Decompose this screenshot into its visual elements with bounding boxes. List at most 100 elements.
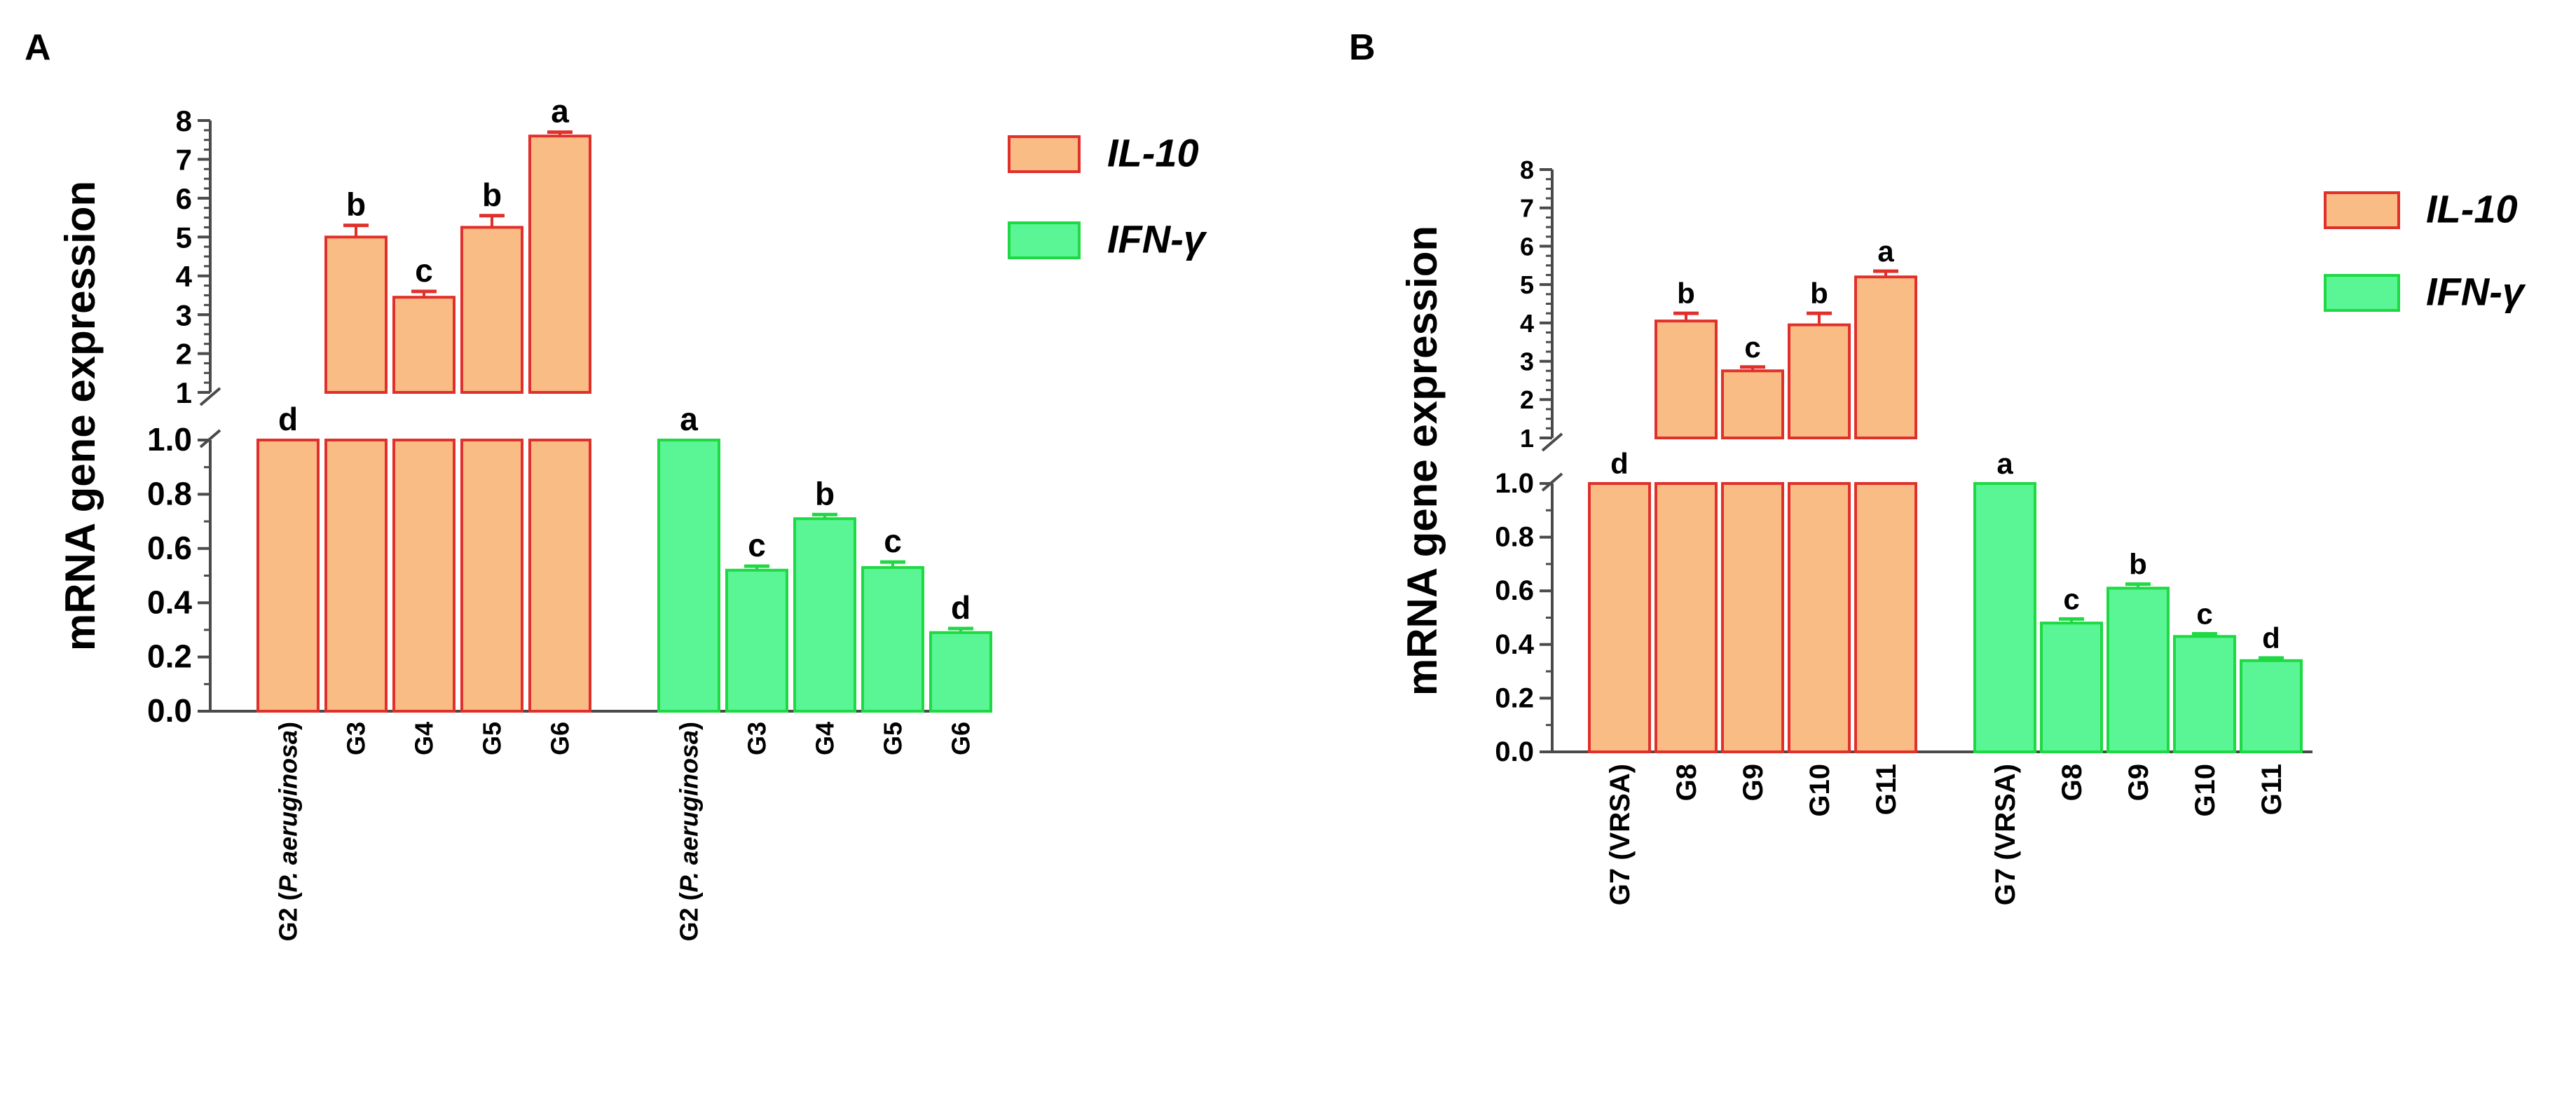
axis-break-mark: [1541, 432, 1563, 452]
y-tick-label-lower: 0.6: [1495, 575, 1534, 606]
y-tick-label-lower: 0.0: [147, 692, 192, 729]
significance-letter: c: [415, 252, 433, 289]
y-tick-label-upper: 3: [1520, 348, 1534, 376]
il10-bar-upper: [392, 296, 455, 394]
y-tick-label-lower: 0.4: [147, 584, 192, 620]
x-category-label: G8: [1671, 764, 1702, 801]
x-category-label: G3: [342, 722, 371, 755]
ifng-bar: [2040, 622, 2103, 753]
x-category-label: G11: [2256, 764, 2287, 815]
y-tick-label-lower: 1.0: [147, 421, 192, 458]
axis-break-gap: [460, 394, 524, 439]
il10-bar-upper: [324, 235, 388, 394]
il10-bar-upper: [1721, 369, 1784, 439]
y-tick-label-upper: 5: [1520, 270, 1534, 299]
ifng-bar: [2106, 586, 2170, 753]
panel-label: A: [25, 27, 51, 68]
significance-letter: a: [1877, 235, 1894, 268]
significance-letter: c: [2063, 582, 2079, 615]
significance-letter: d: [278, 401, 298, 437]
x-category-label: G9: [2123, 764, 2154, 801]
significance-letter: b: [2129, 548, 2147, 581]
legend-label-il10: IL-10: [2426, 187, 2518, 231]
x-category-label: G8: [2057, 764, 2088, 801]
x-category-label: G10: [2190, 764, 2221, 817]
significance-letter: c: [2196, 597, 2212, 630]
il10-bar-lower: [392, 439, 455, 713]
legend-label-il10: IL-10: [1107, 131, 1199, 175]
il10-bar-lower: [1854, 482, 1917, 753]
x-category-label: G7 (VRSA): [1605, 764, 1636, 905]
y-tick-label-lower: 0.0: [1495, 736, 1534, 767]
panel-label: B: [1349, 27, 1376, 68]
y-tick-label-upper: 5: [176, 221, 192, 254]
il10-bar-lower: [1654, 482, 1718, 753]
axis-break-gap: [1854, 439, 1918, 482]
axis-break-mark: [199, 387, 221, 406]
ifng-bar: [657, 439, 720, 713]
ifng-bar: [793, 517, 856, 713]
il10-bar-upper: [528, 135, 591, 394]
y-tick-label-lower: 0.2: [147, 638, 192, 675]
axis-break-gap: [324, 394, 388, 439]
x-category-label: G2 (P. aeruginosa): [675, 722, 704, 941]
significance-letter: b: [1677, 277, 1695, 310]
y-tick-label-lower: 1.0: [1495, 468, 1534, 499]
y-tick-label-upper: 1: [1520, 424, 1534, 453]
ifng-bar: [2240, 659, 2303, 754]
il10-bar-upper: [1854, 275, 1917, 440]
x-category-label: G6: [947, 722, 975, 755]
y-tick-label-lower: 0.4: [1495, 629, 1534, 660]
y-tick-label-lower: 0.8: [1495, 522, 1534, 553]
il10-bar-lower: [324, 439, 388, 713]
x-category-label: G2 (P. aeruginosa): [274, 722, 303, 941]
axis-break-gap: [392, 394, 456, 439]
y-tick-label-upper: 8: [176, 104, 192, 137]
ifng-bar: [861, 565, 924, 713]
il10-bar: [256, 439, 320, 713]
il10-bar-lower: [1788, 482, 1851, 753]
legend-label-ifng: IFN-γ: [1107, 217, 1207, 261]
significance-letter: c: [1744, 331, 1760, 364]
il10-bar-upper: [1788, 323, 1851, 440]
y-tick-label-upper: 4: [1520, 309, 1534, 338]
x-category-label: G5: [879, 722, 907, 755]
y-tick-label-lower: 0.2: [1495, 682, 1534, 713]
x-category-label: G9: [1738, 764, 1769, 801]
x-category-label: G11: [1871, 764, 1902, 815]
legend-label-ifng: IFN-γ: [2426, 270, 2526, 314]
significance-letter: d: [2262, 622, 2280, 654]
legend-swatch-il10: [2324, 191, 2400, 229]
il10-bar-lower: [460, 439, 523, 713]
significance-letter: a: [1996, 447, 2013, 480]
x-category-label: G4: [811, 722, 840, 755]
il10-bar-upper: [1654, 320, 1718, 439]
y-tick-label-upper: 7: [176, 144, 192, 177]
y-tick-label-upper: 3: [176, 298, 192, 331]
il10-bar: [1588, 482, 1651, 753]
ifng-bar: [929, 631, 992, 713]
ifng-bar: [725, 568, 788, 713]
x-category-label: G10: [1804, 764, 1835, 817]
y-tick-label-upper: 8: [1520, 156, 1534, 184]
legend-swatch-il10: [1008, 135, 1081, 173]
x-category-label: G4: [410, 722, 439, 755]
axis-break-gap: [1720, 439, 1785, 482]
y-tick-label-lower: 0.8: [147, 476, 192, 512]
y-tick-label-upper: 1: [176, 376, 192, 409]
y-axis-title: mRNA gene expression: [57, 181, 104, 651]
il10-bar-lower: [1721, 482, 1784, 753]
il10-bar-lower: [528, 439, 591, 713]
axis-break-gap: [1654, 439, 1718, 482]
axis-break-gap: [528, 394, 592, 439]
significance-letter: d: [951, 589, 971, 626]
significance-letter: c: [884, 523, 902, 559]
legend-swatch-ifng: [2324, 274, 2400, 312]
il10-bar-upper: [460, 226, 523, 394]
y-tick-label-upper: 2: [176, 338, 192, 371]
x-category-label: G7 (VRSA): [1990, 764, 2021, 905]
legend-swatch-ifng: [1008, 221, 1081, 259]
